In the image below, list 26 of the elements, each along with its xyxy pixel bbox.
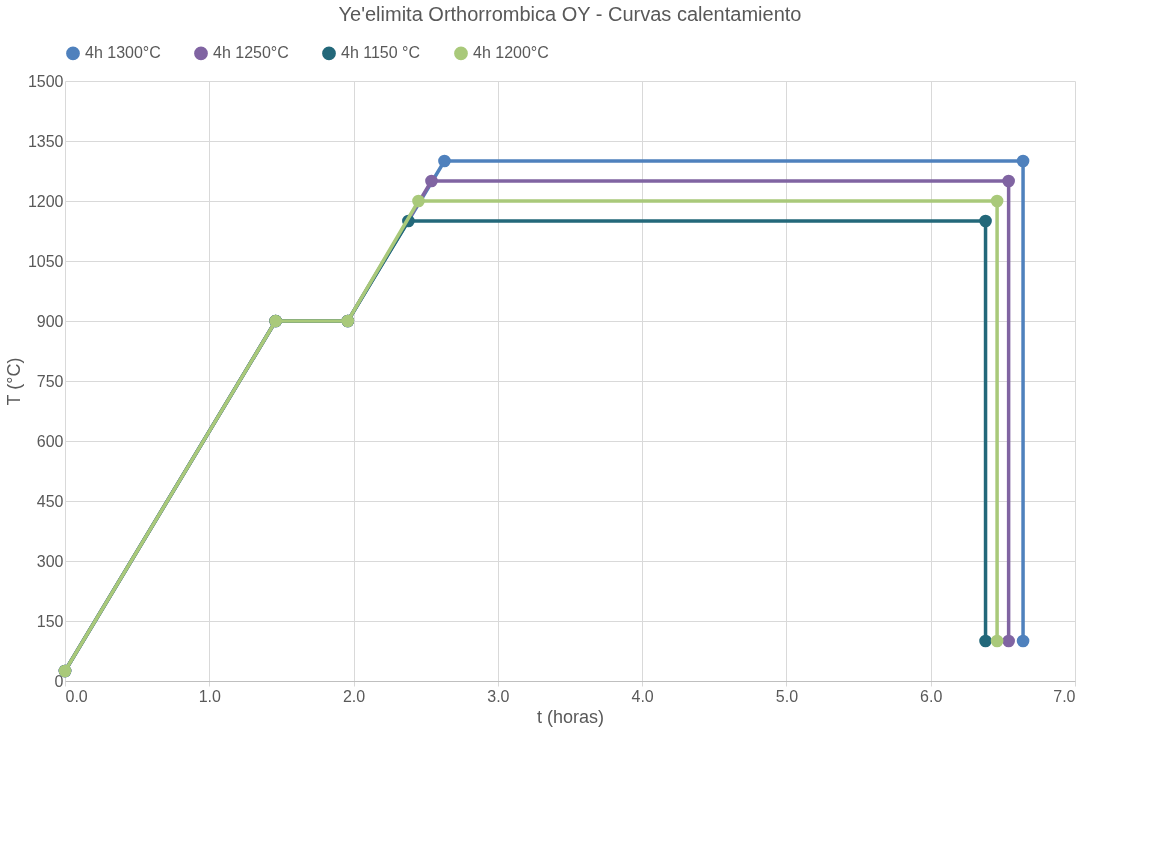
x-tick-label: 3.0 <box>487 687 510 705</box>
chart-title: Ye'elimita Orthorrombica OY - Curvas calentamiento <box>338 3 802 25</box>
x-tick-label: 4.0 <box>631 687 654 705</box>
y-tick-label: 300 <box>36 552 64 570</box>
y-tick-label: 0 <box>54 672 64 690</box>
y-tick-label: 1200 <box>27 192 64 210</box>
y-tick-label: 450 <box>36 492 64 510</box>
legend-label: 4h 1200°C <box>473 44 549 62</box>
y-tick-label: 1500 <box>27 72 64 90</box>
legend-label: 4h 1150 °C <box>341 44 421 62</box>
legend-label: 4h 1250°C <box>213 44 289 62</box>
x-tick-label: 7.0 <box>1053 687 1076 705</box>
y-tick-label: 1350 <box>27 132 64 150</box>
x-tick-label: 1.0 <box>198 687 221 705</box>
y-tick-label: 900 <box>36 312 64 330</box>
y-tick-label: 750 <box>36 372 64 390</box>
y-tick-label: 1050 <box>27 252 64 270</box>
legend-label: 4h 1300°C <box>85 44 161 62</box>
y-tick-label: 150 <box>36 612 64 630</box>
x-tick-label: 0.0 <box>65 687 88 705</box>
x-tick-label: 6.0 <box>920 687 943 705</box>
y-axis-title: T (°C) <box>3 357 24 406</box>
x-tick-label: 2.0 <box>342 687 366 705</box>
y-tick-label: 600 <box>36 432 64 450</box>
x-tick-label: 5.0 <box>775 687 799 705</box>
x-axis-title: t (horas) <box>536 706 605 727</box>
